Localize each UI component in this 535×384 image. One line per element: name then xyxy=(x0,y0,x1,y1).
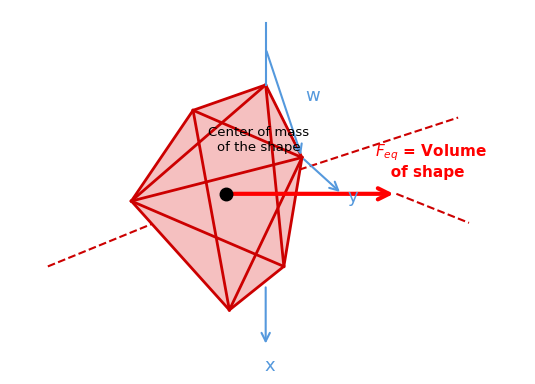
Polygon shape xyxy=(132,85,302,310)
Text: x: x xyxy=(264,357,274,375)
Text: y: y xyxy=(347,189,358,207)
Text: Center of mass
of the shape: Center of mass of the shape xyxy=(208,126,309,154)
Text: w: w xyxy=(305,87,320,105)
Text: $F_{eq}$ = Volume
   of shape: $F_{eq}$ = Volume of shape xyxy=(374,142,486,180)
